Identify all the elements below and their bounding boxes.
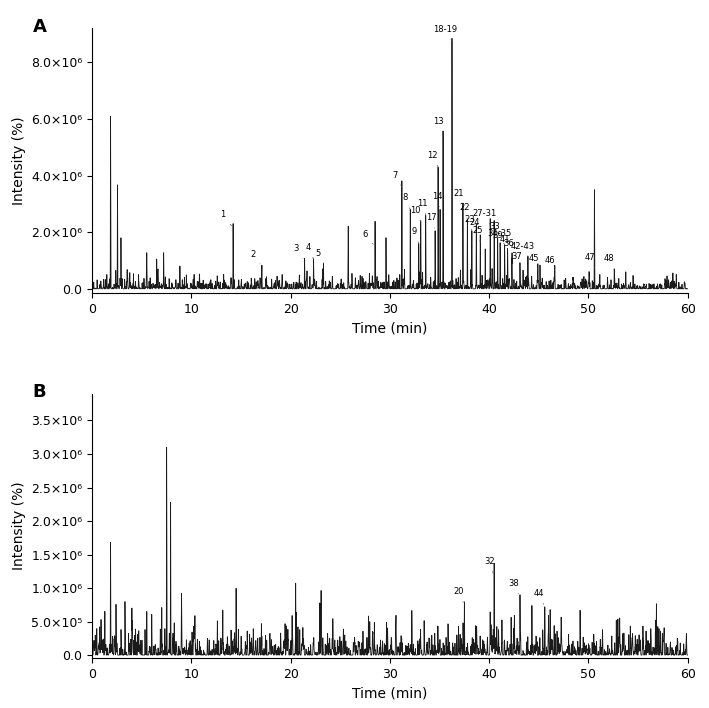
- Text: 11: 11: [418, 199, 428, 215]
- Text: 12: 12: [428, 151, 438, 167]
- Text: 45: 45: [529, 254, 539, 269]
- Text: 10: 10: [411, 206, 421, 222]
- Text: 39: 39: [492, 231, 503, 246]
- Text: A: A: [33, 18, 47, 35]
- Text: 46: 46: [545, 256, 555, 270]
- Text: 4: 4: [306, 243, 313, 259]
- Text: 47: 47: [584, 253, 595, 268]
- Text: 17: 17: [426, 213, 437, 228]
- Text: 13: 13: [433, 117, 444, 133]
- Text: 5: 5: [316, 249, 323, 263]
- Text: 38: 38: [508, 579, 520, 593]
- Text: 1: 1: [220, 210, 231, 226]
- X-axis label: Time (min): Time (min): [352, 687, 428, 701]
- Text: 22: 22: [459, 203, 469, 219]
- Text: 33: 33: [489, 222, 500, 238]
- Text: 37: 37: [512, 251, 523, 266]
- Text: 41: 41: [500, 234, 510, 249]
- X-axis label: Time (min): Time (min): [352, 321, 428, 336]
- Text: 14: 14: [432, 192, 443, 207]
- Text: 18-19: 18-19: [433, 25, 457, 41]
- Y-axis label: Intensity (%): Intensity (%): [11, 481, 26, 571]
- Text: 25: 25: [472, 226, 483, 242]
- Text: 44: 44: [534, 589, 544, 605]
- Text: 7: 7: [392, 171, 402, 187]
- Text: B: B: [33, 383, 46, 401]
- Text: 3: 3: [293, 244, 303, 258]
- Text: 2: 2: [250, 250, 260, 264]
- Text: 34-35: 34-35: [487, 229, 511, 245]
- Text: 21: 21: [453, 189, 464, 205]
- Text: 9: 9: [411, 227, 419, 244]
- Text: 6: 6: [362, 230, 373, 244]
- Text: 23: 23: [464, 215, 474, 231]
- Text: 27-31: 27-31: [472, 209, 496, 225]
- Text: 42-43: 42-43: [511, 241, 535, 256]
- Text: 8: 8: [402, 193, 411, 210]
- Text: 20: 20: [453, 587, 464, 603]
- Text: 48: 48: [604, 254, 615, 269]
- Text: 32: 32: [484, 557, 494, 573]
- Text: 36: 36: [503, 239, 515, 253]
- Text: 24: 24: [469, 217, 479, 234]
- Y-axis label: Intensity (%): Intensity (%): [11, 116, 26, 205]
